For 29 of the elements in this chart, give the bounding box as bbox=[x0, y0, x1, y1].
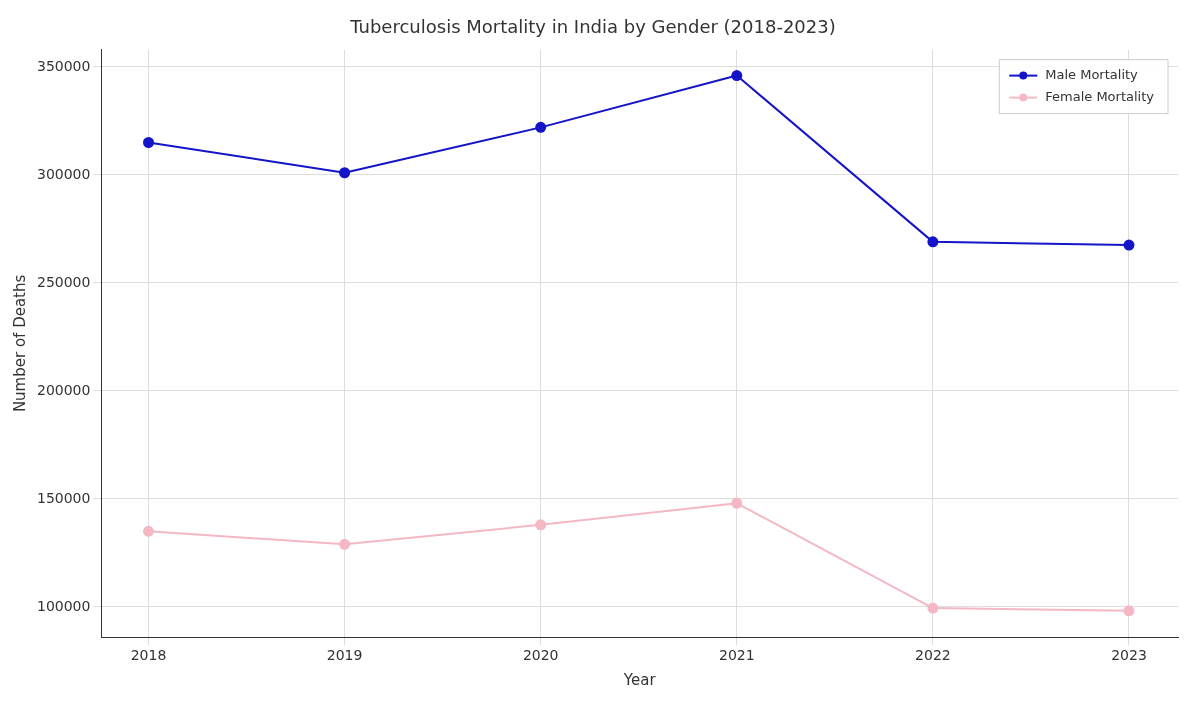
point bbox=[535, 519, 547, 531]
point bbox=[143, 136, 155, 148]
legend-label: Male Mortality bbox=[1045, 66, 1139, 82]
x-tick-label: 2023 bbox=[1111, 647, 1147, 664]
y-axis-title: Number of Deaths bbox=[10, 274, 29, 413]
chart-title: Tuberculosis Mortality in India by Gender (2018-2023) bbox=[349, 16, 836, 38]
x-tick-label: 2019 bbox=[326, 647, 363, 664]
point bbox=[927, 602, 939, 614]
point bbox=[1123, 239, 1135, 251]
x-tick-label: 2018 bbox=[130, 647, 167, 664]
point bbox=[339, 538, 351, 550]
x-tick-label: 2021 bbox=[718, 647, 755, 664]
x-axis-title: Year bbox=[622, 670, 657, 689]
point bbox=[731, 497, 743, 509]
y-tick-label: 150000 bbox=[36, 489, 91, 506]
y-tick-label: 250000 bbox=[36, 273, 91, 290]
point bbox=[143, 525, 155, 537]
point bbox=[339, 167, 351, 179]
point bbox=[535, 121, 547, 133]
y-tick-label: 100000 bbox=[36, 597, 91, 614]
point bbox=[927, 236, 939, 248]
x-tick-label: 2022 bbox=[915, 647, 951, 664]
y-tick-label: 350000 bbox=[36, 57, 91, 74]
y-tick-label: 300000 bbox=[36, 165, 91, 182]
x-tick-label: 2020 bbox=[522, 647, 559, 664]
point bbox=[731, 70, 743, 82]
point bbox=[1123, 605, 1135, 617]
y-tick-label: 200000 bbox=[36, 381, 91, 398]
legend-label: Female Mortality bbox=[1045, 88, 1155, 104]
